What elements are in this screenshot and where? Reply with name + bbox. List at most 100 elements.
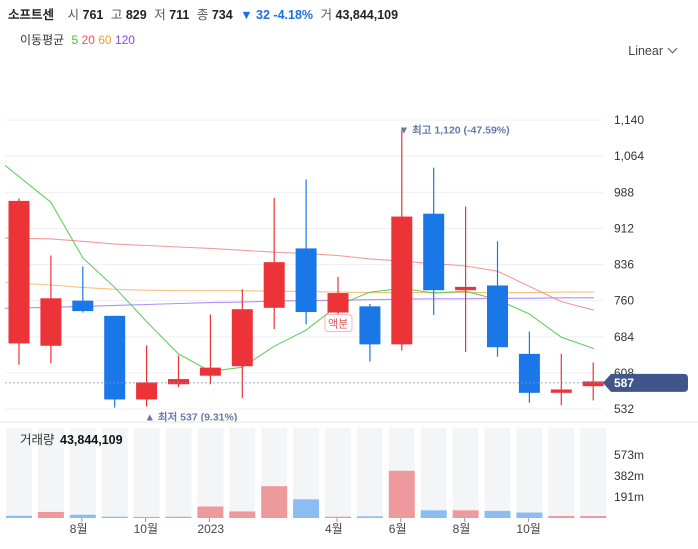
price-tick-label: 988 bbox=[614, 185, 634, 199]
time-tick-label: 4월 bbox=[325, 522, 343, 536]
price-tick-label: 836 bbox=[614, 258, 634, 272]
candle-body bbox=[168, 379, 189, 385]
ma-title: 이동평균 bbox=[20, 33, 65, 47]
ma-20-label: 20 bbox=[81, 33, 95, 47]
volume-bar bbox=[356, 516, 383, 518]
candle bbox=[518, 331, 540, 403]
price-tick-label: 1,064 bbox=[614, 149, 644, 163]
volume-background-bar bbox=[484, 428, 511, 518]
volume-bar bbox=[6, 515, 32, 518]
volume-bar bbox=[580, 516, 607, 518]
candle-body bbox=[231, 309, 253, 367]
candle bbox=[391, 129, 413, 351]
candle-body bbox=[359, 306, 381, 345]
candle bbox=[582, 362, 604, 401]
volume-background-bar bbox=[6, 428, 32, 518]
candle bbox=[8, 198, 30, 365]
volume-background-bar bbox=[101, 428, 128, 518]
candle bbox=[295, 179, 317, 325]
candle bbox=[327, 276, 349, 320]
volume-tick-label: 573m bbox=[614, 448, 644, 462]
candle bbox=[104, 315, 126, 408]
close-value: 734 bbox=[211, 8, 233, 22]
change-value: ▼ 32 -4.18% bbox=[240, 8, 314, 22]
price-tick-label: 1,140 bbox=[614, 113, 644, 127]
candle-body bbox=[423, 213, 445, 291]
volume-bar bbox=[420, 510, 447, 518]
candle-body bbox=[487, 285, 508, 348]
volume-bar bbox=[388, 470, 415, 518]
open-value: 761 bbox=[82, 8, 104, 22]
volume-tick-label: 382m bbox=[614, 469, 644, 483]
price-tick-label: 532 bbox=[614, 402, 634, 416]
high-value: 829 bbox=[125, 8, 147, 22]
candle bbox=[359, 303, 381, 362]
low-value: 711 bbox=[169, 8, 190, 22]
time-tick-label: 8월 bbox=[453, 522, 471, 536]
volume-background-bar bbox=[356, 428, 383, 518]
volume-background-bar bbox=[452, 428, 479, 518]
candle bbox=[550, 353, 572, 406]
volume-background-bar bbox=[133, 428, 160, 518]
candle-body bbox=[550, 389, 572, 393]
volume-bar bbox=[101, 516, 128, 518]
volume-bar bbox=[325, 516, 351, 518]
volume-bar bbox=[452, 510, 479, 518]
candle bbox=[136, 345, 158, 407]
candle-body bbox=[582, 381, 604, 387]
volume-label: 거 bbox=[320, 8, 333, 22]
volume-background-bar bbox=[325, 428, 351, 518]
candle-body bbox=[391, 216, 413, 345]
volume-background-bar bbox=[580, 428, 607, 518]
candle bbox=[263, 198, 285, 330]
stock-name: 소프트센 bbox=[8, 8, 55, 22]
ma-120-label: 120 bbox=[114, 33, 135, 47]
volume-value: 43,844,109 bbox=[335, 8, 399, 22]
candle bbox=[423, 167, 445, 315]
high-label: 고 bbox=[110, 8, 123, 22]
candle-body bbox=[199, 367, 221, 376]
volume-bar bbox=[229, 511, 256, 518]
volume-background-bar bbox=[229, 428, 256, 518]
volume-bar bbox=[69, 514, 96, 518]
candle bbox=[168, 355, 189, 388]
volume-bar bbox=[484, 510, 511, 518]
candle-body bbox=[327, 293, 349, 313]
volume-bar bbox=[516, 512, 543, 518]
volume-background-bar bbox=[37, 428, 64, 518]
time-tick-label: 6월 bbox=[389, 522, 407, 536]
candle-body bbox=[40, 298, 62, 346]
current-price-tag bbox=[603, 373, 688, 392]
volume-bar bbox=[197, 506, 224, 518]
quote-header: 소프트센 시 761 고 829 저 711 종 734 ▼ 32 -4.18%… bbox=[8, 4, 398, 23]
candle bbox=[231, 289, 253, 399]
moving-average-legend[interactable]: 이동평균 5 20 60 120 bbox=[20, 31, 135, 48]
volume-legend-title: 거래량 bbox=[20, 433, 55, 447]
volume-bar bbox=[133, 516, 160, 518]
close-label: 종 bbox=[196, 8, 209, 22]
volume-bar bbox=[37, 511, 64, 518]
candle-body bbox=[518, 353, 540, 393]
candle bbox=[199, 314, 221, 385]
candle bbox=[40, 255, 62, 364]
time-tick-label: 2023 bbox=[197, 522, 224, 536]
volume-bar bbox=[548, 516, 575, 518]
candle-body bbox=[136, 382, 158, 400]
volume-bar bbox=[165, 516, 192, 518]
candle-body bbox=[263, 262, 285, 308]
volume-tick-label: 191m bbox=[614, 490, 644, 504]
scale-selector[interactable]: Linear bbox=[628, 43, 678, 58]
volume-legend-value: 43,844,109 bbox=[60, 433, 123, 447]
candle bbox=[487, 241, 508, 357]
time-tick-label: 10월 bbox=[516, 522, 540, 536]
current-price-label: 587 bbox=[614, 376, 634, 390]
max-price-annotation: ▼ 최고 1,120 (-47.59%) bbox=[399, 124, 510, 137]
price-tick-label: 912 bbox=[614, 221, 634, 235]
volume-background-bar bbox=[165, 428, 192, 518]
ma-5-label: 5 bbox=[71, 33, 79, 47]
candle-body bbox=[455, 286, 477, 291]
scale-label: Linear bbox=[628, 44, 663, 58]
reverse-split-label: 액분 bbox=[328, 318, 348, 331]
volume-background-bar bbox=[69, 428, 96, 518]
